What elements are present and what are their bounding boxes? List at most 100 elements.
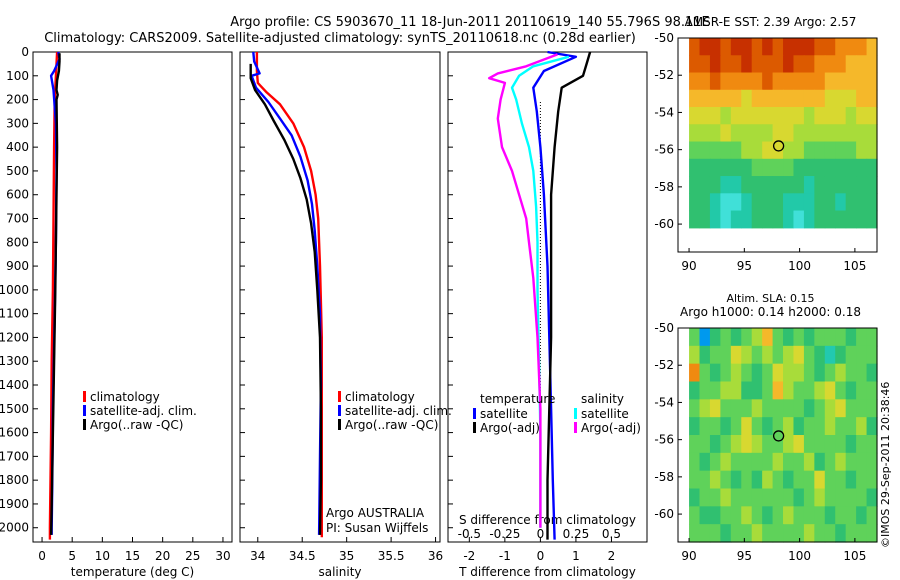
x-tick-label: 30: [215, 549, 230, 563]
heatmap-cell: [783, 141, 795, 160]
heatmap-cell: [699, 55, 711, 74]
heatmap-cell: [866, 470, 878, 490]
legend-label: Argo(-adj): [480, 421, 540, 435]
heatmap-cell: [814, 506, 826, 525]
heatmap-cell: [783, 524, 795, 543]
series-line-satellite-adj-clim-: [250, 51, 323, 535]
heatmap-cell: [762, 328, 774, 347]
heatmap-cell: [772, 193, 784, 212]
heatmap-cell: [783, 506, 795, 525]
heatmap-cell: [866, 399, 878, 418]
heatmap-cell: [835, 124, 847, 143]
y-tick-label: -54: [654, 105, 674, 119]
heatmap-cell: [803, 124, 815, 143]
heatmap-cell: [741, 524, 753, 543]
heatmap-cell: [824, 470, 836, 490]
series-line-climatology: [48, 51, 59, 540]
y-tick-label: -50: [654, 321, 674, 335]
heatmap-cell: [835, 363, 847, 383]
heatmap-cell: [720, 506, 732, 525]
x-tick-label: 0: [38, 549, 46, 563]
heatmap-cell: [762, 363, 774, 383]
heatmap-cell: [762, 506, 774, 525]
heatmap-cell: [803, 158, 815, 177]
heatmap-cell: [835, 381, 847, 400]
plot-frame: [239, 51, 441, 543]
heatmap-cell: [762, 55, 774, 74]
heatmap-cell: [689, 452, 701, 472]
heatmap-cell: [803, 506, 815, 525]
heatmap-cell: [772, 72, 784, 91]
heatmap-cell: [699, 488, 711, 507]
y-tick-label: -52: [654, 358, 674, 372]
heatmap-cell: [783, 381, 795, 400]
heatmap-cell: [699, 345, 711, 365]
heatmap-cell: [720, 107, 732, 125]
heatmap-cell: [772, 435, 784, 454]
heatmap-cell: [772, 158, 784, 177]
heatmap-cell: [709, 506, 721, 525]
heatmap-cell: [803, 210, 815, 229]
heatmap-cell: [793, 89, 805, 108]
heatmap-cell: [835, 176, 847, 194]
y-tick-label: 200: [6, 93, 29, 107]
heatmap-cell: [689, 381, 701, 400]
x-tick-label: 36: [428, 549, 443, 563]
heatmap-cell: [845, 89, 857, 108]
heatmap-cell: [772, 210, 784, 229]
legend-swatch: [473, 422, 476, 433]
heatmap-cell: [814, 158, 826, 177]
heatmap-cell: [730, 470, 742, 490]
heatmap-cell: [751, 210, 763, 229]
heatmap-cell: [689, 38, 701, 56]
x-tick-label: 34: [250, 549, 265, 563]
legend-swatch: [83, 405, 86, 416]
legend-swatch: [83, 419, 86, 430]
heatmap-cell: [741, 363, 753, 383]
y-tick-label: -56: [654, 143, 674, 157]
heatmap-cell: [814, 417, 826, 436]
legend-swatch: [338, 405, 341, 416]
heatmap-cell: [772, 38, 784, 56]
heatmap-cell: [803, 345, 815, 365]
heatmap-cell: [730, 72, 742, 91]
heatmap-cell: [783, 345, 795, 365]
heatmap-cell: [866, 193, 878, 212]
heatmap-cell: [824, 55, 836, 74]
heatmap-cell: [866, 176, 878, 194]
y-tick-label: 400: [6, 140, 29, 154]
panel-annotation: PI: Susan Wijffels: [326, 521, 428, 535]
heatmap-cell: [803, 176, 815, 194]
heatmap-cell: [783, 193, 795, 212]
series-line-argo-raw-qc-: [49, 53, 61, 535]
heatmap-cell: [824, 381, 836, 400]
heatmap-cell: [741, 328, 753, 347]
panel-annotation: Argo AUSTRALIA: [326, 506, 425, 520]
heatmap-cell: [866, 38, 878, 56]
x-tick-label: 1: [572, 549, 580, 563]
heatmap-cell: [783, 417, 795, 436]
heatmap-cell: [730, 89, 742, 108]
heatmap-cell: [803, 435, 815, 454]
y-tick-label: 800: [6, 235, 29, 249]
heatmap-cell: [845, 470, 857, 490]
x-tick-label: 95: [737, 259, 752, 273]
heatmap-cell: [762, 124, 774, 143]
heatmap-cell: [762, 417, 774, 436]
heatmap-cell: [814, 176, 826, 194]
heatmap-cell: [699, 124, 711, 143]
heatmap-cell: [762, 488, 774, 507]
heatmap-cell: [856, 193, 868, 212]
heatmap-cell: [709, 470, 721, 490]
heatmap-cell: [824, 524, 836, 543]
heatmap-cell: [814, 328, 826, 347]
heatmap-cell: [803, 452, 815, 472]
legend-swatch: [338, 391, 341, 402]
heatmap-cell: [689, 328, 701, 347]
heatmap-cell: [845, 176, 857, 194]
heatmap-cell: [866, 107, 878, 125]
legend-header-salinity: salinity: [581, 392, 624, 406]
heatmap-cell: [835, 488, 847, 507]
map-title: AMSR-E SST: 2.39 Argo: 2.57: [685, 15, 857, 29]
heatmap-cell: [730, 452, 742, 472]
